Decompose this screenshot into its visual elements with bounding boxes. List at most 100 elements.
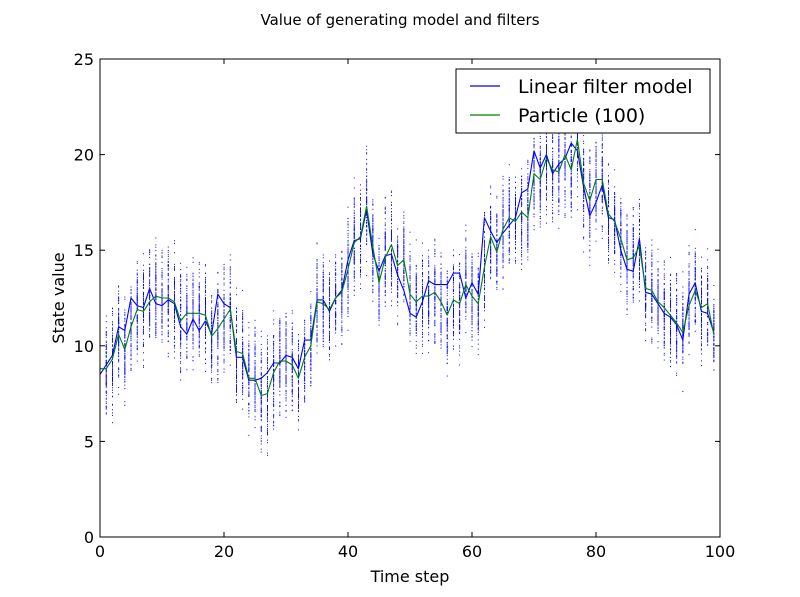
particle-point [298, 379, 299, 381]
particle-point [236, 294, 237, 296]
particle-point [384, 301, 386, 303]
particle-point [236, 315, 237, 317]
particle-point [298, 407, 299, 409]
particle-point [174, 283, 175, 285]
particle-point [161, 298, 163, 300]
particle-point [391, 218, 392, 220]
particle-point [273, 350, 275, 352]
particle-point [391, 216, 392, 218]
particle-point [248, 434, 250, 436]
particle-point [118, 286, 120, 288]
particle-point [341, 343, 343, 345]
particle-point [211, 326, 213, 328]
particle-point [310, 356, 312, 358]
particle-point [149, 297, 151, 299]
particle-point [353, 262, 355, 264]
particle-point [329, 312, 330, 314]
particle-point [211, 360, 213, 362]
particle-point [285, 362, 287, 364]
particle-point [403, 217, 405, 219]
particle-point [384, 289, 386, 291]
particle-point [149, 330, 151, 332]
particle-point [161, 331, 163, 333]
particle-point [155, 326, 157, 328]
particle-point [248, 368, 250, 370]
particle-point [316, 289, 318, 291]
particle-point [403, 221, 405, 223]
particle-point [242, 363, 244, 365]
particle-point [112, 376, 113, 378]
particle-point [130, 369, 132, 371]
particle-point [254, 376, 256, 378]
particle-point [254, 348, 256, 350]
particle-point [397, 293, 399, 295]
particle-point [403, 236, 405, 238]
particle-point [335, 279, 337, 281]
particle-point [329, 289, 330, 291]
particle-point [229, 294, 231, 296]
particle-point [384, 274, 386, 276]
particle-point [180, 308, 182, 310]
particle-point [198, 310, 200, 312]
particle-point [310, 326, 312, 328]
particle-point [124, 356, 126, 358]
particle-point [112, 321, 113, 323]
particle-point [304, 323, 306, 325]
particle-point [335, 254, 337, 256]
particle-point [291, 405, 293, 407]
particle-point [223, 331, 225, 333]
particle-point [267, 390, 268, 392]
particle-point [366, 214, 368, 216]
particle-point [397, 268, 399, 270]
particle-point [378, 278, 380, 280]
particle-point [248, 340, 250, 342]
particle-point [180, 288, 182, 290]
particle-point [124, 374, 126, 376]
particle-point [143, 309, 144, 311]
particle-point [298, 397, 299, 399]
particle-point [105, 315, 107, 317]
particle-point [136, 286, 138, 288]
particle-point [205, 264, 206, 266]
particle-point [260, 382, 262, 384]
particle-point [143, 301, 144, 303]
particle-point [298, 361, 299, 363]
particle-point [205, 334, 206, 336]
particle-point [267, 424, 268, 426]
particle-point [136, 314, 138, 316]
particle-point [174, 277, 175, 279]
particle-point [285, 321, 287, 323]
particle-point [130, 313, 132, 315]
particle-point [143, 286, 144, 288]
particle-point [130, 343, 132, 345]
particle-point [217, 363, 219, 365]
particle-point [112, 363, 113, 365]
particle-point [260, 409, 262, 411]
particle-point [248, 383, 250, 385]
particle-point [248, 403, 250, 405]
particle-point [397, 255, 399, 257]
particle-point [322, 313, 324, 315]
particle-point [279, 351, 281, 353]
particle-point [372, 214, 374, 216]
particle-point [372, 268, 374, 270]
particle-point [186, 328, 188, 330]
particle-point [105, 385, 107, 387]
particle-point [130, 345, 132, 347]
particle-point [254, 405, 256, 407]
particle-point [273, 369, 275, 371]
particle-point [211, 364, 213, 366]
particle-point [273, 409, 275, 411]
particle-point [143, 275, 144, 277]
particle-point [192, 338, 194, 340]
particle-point [366, 240, 368, 242]
particle-point [397, 289, 399, 291]
particle-point [329, 347, 330, 349]
particle-point [304, 366, 306, 368]
particle-point [322, 297, 324, 299]
particle-point [248, 344, 250, 346]
particle-point [273, 399, 275, 401]
particle-point [279, 406, 281, 408]
particle-point [167, 333, 169, 335]
particle-point [397, 285, 399, 287]
